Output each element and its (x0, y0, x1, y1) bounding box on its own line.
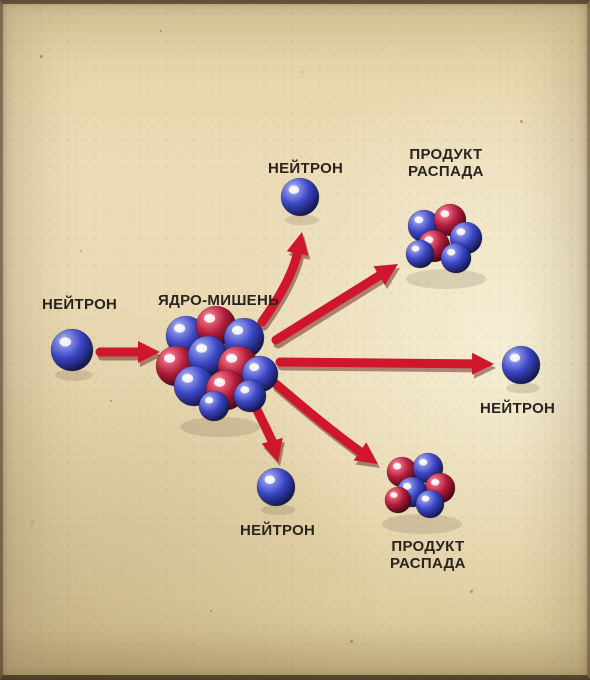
label-neutron-top: НЕЙТРОН (268, 160, 343, 177)
diagram-svg (0, 0, 590, 680)
fission-product-top-nucleon-5 (406, 240, 434, 268)
fission-product-top (406, 204, 486, 289)
label-neutron-bottom: НЕЙТРОН (240, 522, 315, 539)
label-product-bottom: ПРОДУКТ РАСПАДА (390, 538, 466, 573)
label-incoming-neutron: НЕЙТРОН (42, 296, 117, 313)
neutron-out_neutron_right (502, 346, 540, 384)
arrow-to_fbot (276, 384, 378, 464)
fission-product-bottom (382, 453, 462, 534)
target-nucleus-nucleon-10 (199, 391, 229, 421)
label-target-nucleus: ЯДРО-МИШЕНЬ (158, 292, 279, 309)
fission-diagram: НЕЙТРОН ЯДРО-МИШЕНЬ НЕЙТРОН ПРОДУКТ РАСП… (0, 0, 590, 680)
neutron-incoming_neutron (51, 329, 93, 371)
fission-product-bottom-nucleon-4 (416, 490, 444, 518)
arrow-to_nbot (254, 404, 283, 462)
neutron-out_neutron_bottom (257, 468, 295, 506)
label-neutron-right: НЕЙТРОН (480, 400, 555, 417)
target-nucleus-nucleon-9 (234, 380, 266, 412)
label-product-top: ПРОДУКТ РАСПАДА (408, 146, 484, 181)
neutron-out_neutron_top (281, 178, 319, 216)
fission-product-bottom-nucleon-5 (385, 487, 411, 513)
fission-product-top-nucleon-4 (441, 243, 471, 273)
